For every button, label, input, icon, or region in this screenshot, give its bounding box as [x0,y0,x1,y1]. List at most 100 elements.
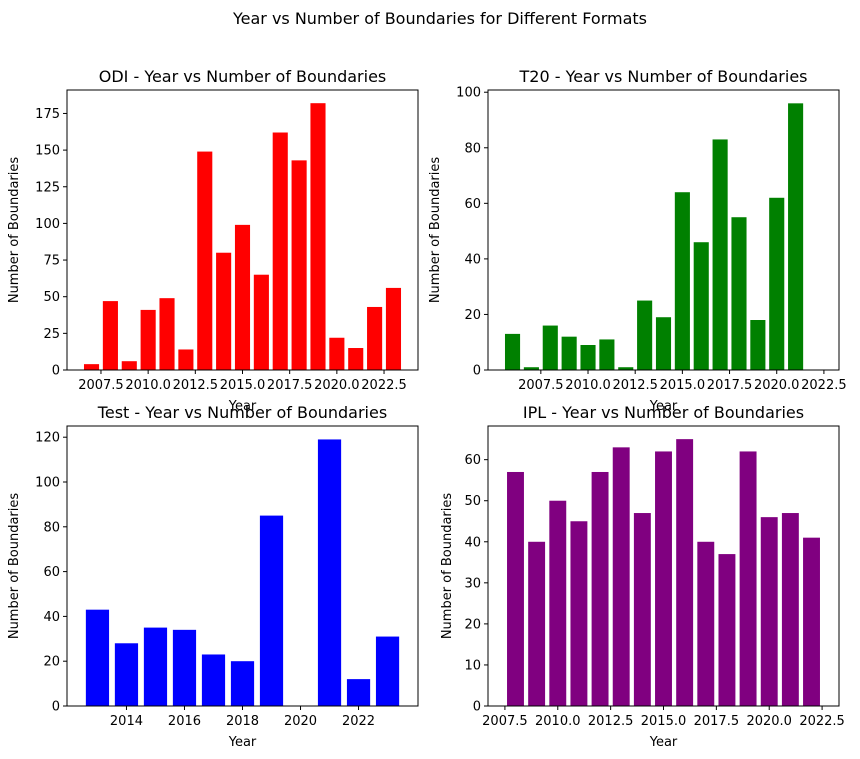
odi-ytick-label: 25 [43,327,60,342]
test-ytick-label: 100 [35,476,60,491]
t20-bar [599,339,615,370]
t20-ytick-label: 20 [464,308,481,323]
odi-ytick-label: 75 [43,254,60,269]
t20-ytick-label: 80 [464,141,481,156]
t20-bar [655,317,672,370]
ipl-xtick-label: 2020.0 [746,714,792,729]
ipl-xtick-label: 2017.5 [694,714,740,729]
odi-bar [385,287,402,370]
ipl-xtick-label: 2010.0 [535,714,581,729]
test-ytick-label: 60 [43,565,60,580]
test-bar [201,654,226,706]
odi-bar [178,349,194,370]
test-xtick-label: 2020 [284,714,317,729]
odi-bar [216,252,232,370]
t20-ytick-label: 40 [464,252,481,267]
t20-xtick-label: 2010.0 [565,378,611,393]
test-bar [259,515,284,706]
ipl-bar [781,513,799,706]
t20-bar [542,325,558,370]
t20-bar [561,336,577,370]
odi-bar [291,160,307,370]
ipl-ytick-label: 10 [464,658,481,673]
test-xtick-label: 2016 [168,714,201,729]
odi-bar [348,348,364,370]
t20-bar [712,139,728,370]
ipl-bar [612,447,630,706]
ipl-bar [676,439,694,706]
test-bar [114,643,139,706]
odi-bar [310,103,326,370]
odi-xtick-label: 2010.0 [125,378,171,393]
odi-xtick-label: 2020.0 [314,378,360,393]
test-xtick-label: 2014 [110,714,143,729]
t20-chart-title: T20 - Year vs Number of Boundaries [518,67,807,86]
odi-bar [253,274,269,370]
odi-ytick-label: 50 [43,290,60,305]
ipl-bar [718,554,736,706]
t20-y-axis-label: Number of Boundaries [428,157,443,304]
t20-xtick-label: 2015.0 [660,378,706,393]
odi-x-axis-label: Year [228,399,257,414]
t20-ytick-label: 100 [456,86,481,101]
odi-bar [121,361,137,370]
odi-ytick-label: 100 [35,217,60,232]
ipl-bar [549,500,567,706]
t20-bar [750,320,766,370]
ipl-bar [528,541,546,706]
odi-ytick-label: 125 [35,180,60,195]
ipl-ytick-label: 40 [464,535,481,550]
t20-bar [693,242,709,370]
ipl-ytick-label: 50 [464,494,481,509]
ipl-ytick-label: 0 [473,700,481,715]
test-ytick-label: 20 [43,655,60,670]
figure-suptitle: Year vs Number of Boundaries for Differe… [232,9,647,28]
ipl-bar [591,471,609,706]
t20-xtick-label: 2012.5 [612,378,658,393]
ipl-xtick-label: 2012.5 [588,714,634,729]
ipl-xtick-label: 2022.5 [799,714,845,729]
odi-chart: 2007.5 2010.0 2012.5 2015.0 2017.5 2020.0 2022… [7,67,419,414]
ipl-ytick-label: 60 [464,453,481,468]
odi-xtick-label: 2012.5 [173,378,219,393]
ipl-bar [570,521,588,706]
odi-ytick-label: 175 [35,107,60,122]
ipl-bar [655,451,672,706]
t20-bar [523,367,539,370]
odi-bar [329,337,345,370]
test-bar [172,629,197,706]
t20-bar [674,192,690,370]
odi-bar [367,306,383,370]
odi-y-axis-label: Number of Boundaries [7,157,22,304]
odi-ytick-label: 150 [35,144,60,159]
t20-bar [504,333,521,370]
ipl-bar [697,541,715,706]
test-x-axis-label: Year [228,735,257,750]
test-ytick-label: 40 [43,610,60,625]
t20-bar [769,197,785,370]
t20-xtick-label: 2017.5 [707,378,753,393]
t20-bar [580,345,596,370]
test-bar [317,439,342,706]
t20-ytick-label: 60 [464,197,481,212]
ipl-x-axis-label: Year [649,735,678,750]
odi-xtick-label: 2015.0 [220,378,266,393]
test-bar [143,627,168,706]
t20-ytick-label: 0 [473,364,481,379]
ipl-xtick-label: 2007.5 [482,714,528,729]
odi-bar [234,224,251,370]
test-ytick-label: 120 [35,431,60,446]
t20-axes-frame [487,89,840,371]
test-bar [230,661,255,706]
test-chart-title: Test - Year vs Number of Boundaries [97,403,387,422]
odi-bar [102,301,118,370]
ipl-chart: 2007.5 2010.0 2012.5 2015.0 2017.5 2020.0 2022… [440,403,845,750]
t20-bar [637,300,653,370]
odi-bar [140,309,156,370]
test-bar [85,609,110,706]
ipl-ytick-label: 20 [464,617,481,632]
odi-bar [272,132,288,370]
ipl-bar [507,471,524,706]
ipl-ytick-label: 30 [464,576,481,591]
